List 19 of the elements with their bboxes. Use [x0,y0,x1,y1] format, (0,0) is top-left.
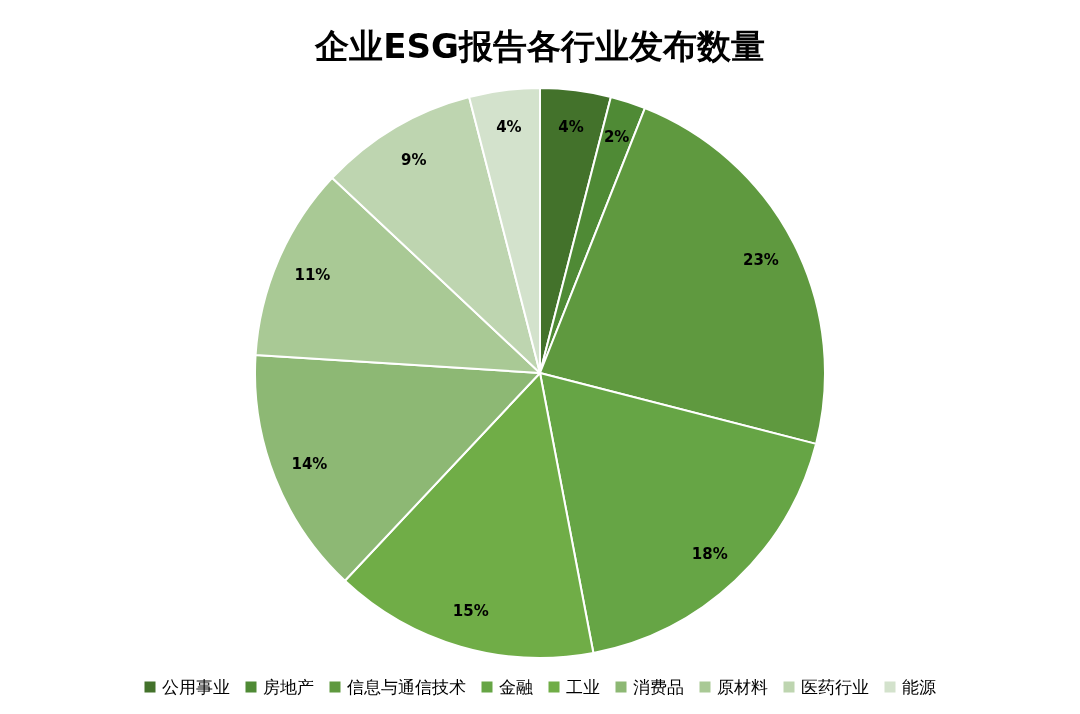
data-label: 4% [496,118,522,137]
legend-label: 能源 [901,677,936,697]
legend-label: 房地产 [262,677,314,697]
legend-label: 原材料 [716,677,768,697]
data-label: 9% [401,150,427,169]
data-label: 14% [291,455,328,474]
legend-label: 金融 [498,677,533,697]
data-label: 18% [691,544,728,563]
legend-label: 消费品 [632,677,684,697]
legend-label: 医药行业 [800,677,869,697]
chart-title: 企业ESG报告各行业发布数量 [314,26,765,66]
data-label: 23% [742,251,779,270]
legend-label: 公用事业 [161,677,230,697]
data-label: 2% [603,128,630,147]
data-label: 11% [294,265,331,284]
data-label: 4% [558,118,584,137]
legend-label: 工业 [565,677,600,697]
legend-label: 信息与通信技术 [346,677,466,697]
data-label: 15% [452,602,489,621]
